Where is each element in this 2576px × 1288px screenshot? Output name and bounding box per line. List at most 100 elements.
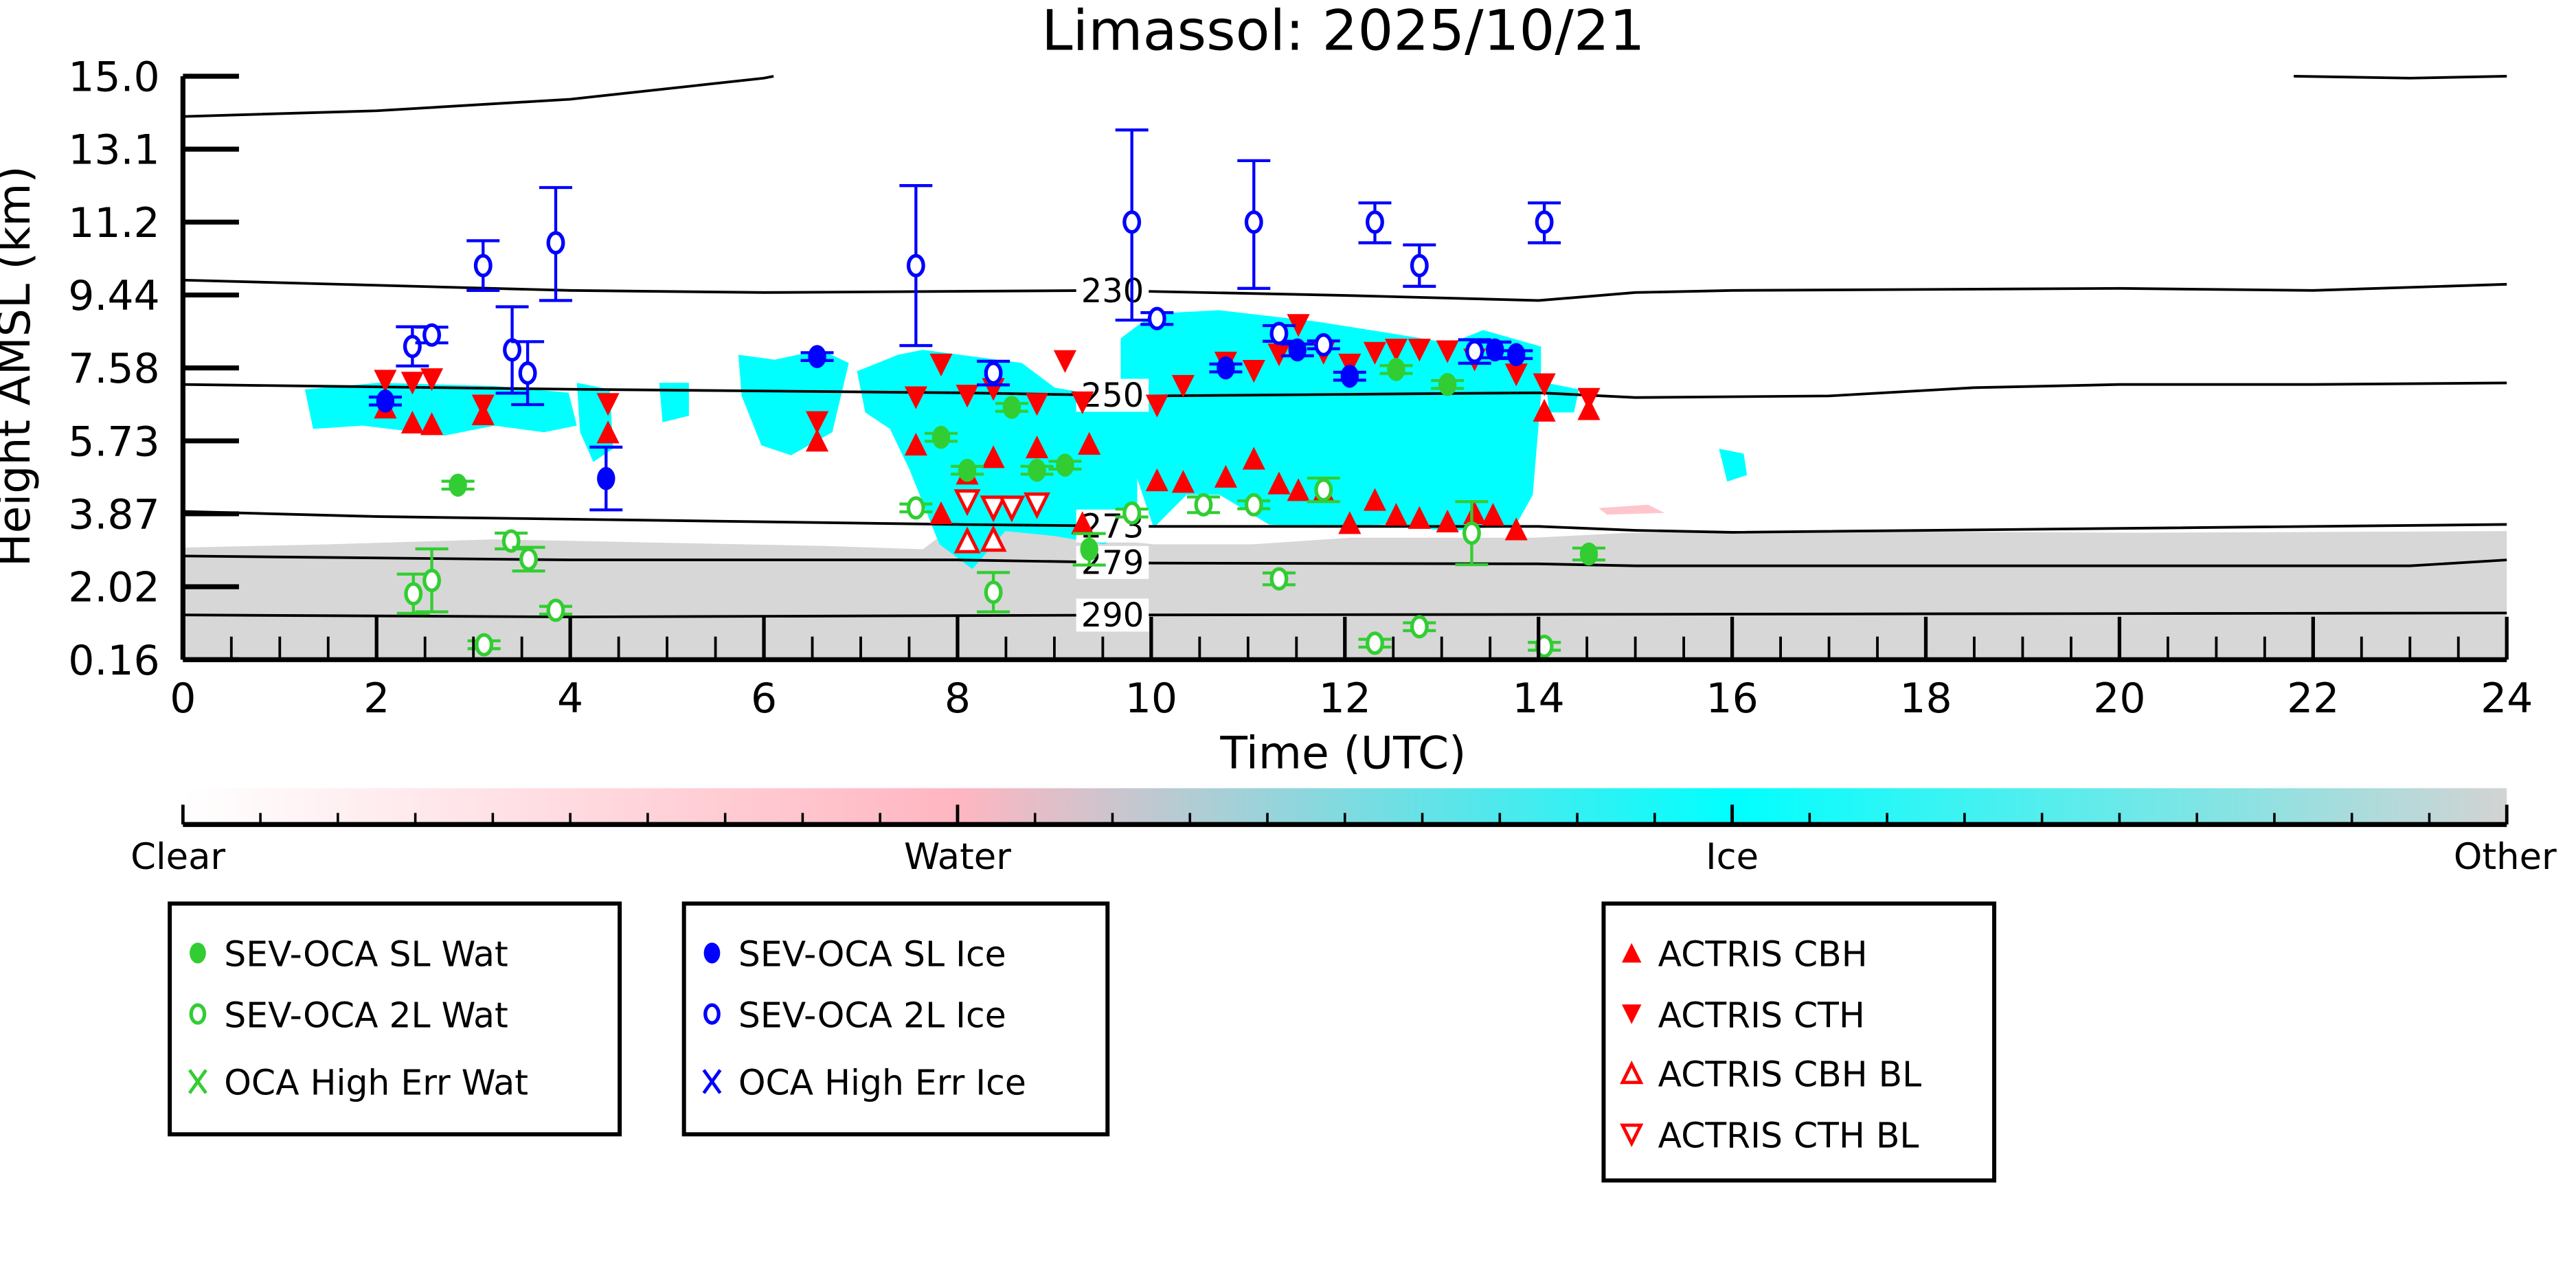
legend-label: SEV-OCA 2L Wat [224,995,508,1035]
legend-marker-x-icon [702,1069,722,1094]
chart-title: Limassol: 2025/10/21 [1041,0,1645,64]
y-tick-label: 0.16 [68,637,160,685]
sev-oca-2l-ice-point [1147,306,1166,330]
sev-oca-sl-wat-point [958,458,977,482]
y-tick-label: 2.02 [68,564,160,612]
actris-cbh-point [400,410,424,434]
actris-cbh-bl-point [980,525,1007,552]
sev-oca-2l-ice-point [422,323,442,347]
x-tick-label: 16 [1706,675,1758,723]
legend-box-3: ACTRIS CBH ACTRIS CTH ACTRIS CBH BL ACTRIS … [1601,901,1997,1183]
actris-cth-point [1577,387,1601,411]
actris-cbh-point [1436,509,1459,533]
actris-cth-point [471,394,495,418]
sev-oca-2l-wat-point [1366,631,1384,655]
y-tick-label: 13.1 [68,126,160,174]
ice-region [1719,449,1748,482]
actris-cbh-point [904,432,927,456]
actris-cbh-point [929,501,953,525]
legend-label: ACTRIS CTH BL [1658,1115,1919,1155]
legend-frame [168,901,622,1137]
sev-oca-sl-ice-point [597,466,615,490]
actris-cth-point [1242,360,1265,383]
actris-cth-point [400,372,424,395]
ice-region [304,383,577,436]
isotherm-line [183,611,2507,618]
sev-oca-sl-wat-point [931,425,951,449]
y-tick-label: 5.73 [68,418,160,466]
sev-oca-sl-wat-point [1387,358,1405,381]
sev-oca-2l-ice-point [906,253,925,278]
sev-oca-2l-wat-point [475,633,494,657]
sev-oca-2l-ice-point [1410,253,1429,278]
water-region [1598,504,1665,515]
sev-oca-2l-ice-point [503,338,521,362]
sev-oca-2l-ice-point [518,361,537,385]
sev-oca-2l-wat-point [1314,478,1333,502]
sev-oca-2l-wat-point [1122,501,1142,525]
isotherm-line [183,381,2507,399]
sev-oca-sl-wat-point [1438,372,1457,396]
actris-cbh-point [1533,398,1556,422]
sev-oca-sl-ice-point [1486,338,1504,362]
actris-cth-bl-point [1024,492,1051,519]
y-tick-label: 7.58 [68,345,160,393]
x-tick-label: 24 [2481,675,2533,723]
y-tick-label: 9.44 [68,272,160,320]
actris-cth-point [904,386,927,409]
actris-cth-point [1363,341,1387,365]
sev-oca-2l-wat-point [519,547,538,571]
sev-oca-2l-ice-point [1122,210,1142,234]
colorbar-label-water: Water [904,836,1011,878]
x-tick-label: 6 [751,675,777,723]
sev-oca-sl-ice-point [1288,338,1307,362]
actris-cbh-point [1408,506,1431,529]
actris-cbh-point [1481,503,1505,526]
actris-cbh-point [1267,471,1291,495]
legend-marker-filled-circle-icon [703,942,721,964]
actris-cth-point [374,370,397,393]
colorbar: Clear Water Ice Other [131,788,2557,878]
sev-oca-sl-wat-point [449,473,467,497]
actris-cth-point [1533,373,1556,396]
sev-oca-2l-ice-point [1314,332,1333,357]
colorbar-label-clear: Clear [131,836,225,878]
y-axis-label: Height AMSL (km) [0,166,41,567]
legend-label: ACTRIS CBH BL [1658,1054,1922,1095]
legend-marker-x-icon [188,1069,207,1094]
legend-label: SEV-OCA SL Ice [738,934,1006,975]
x-tick-label: 12 [1319,675,1371,723]
actris-cth-point [929,353,953,376]
actris-cbh-point [1338,511,1362,534]
x-tick-label: 18 [1899,675,1952,723]
actris-cbh-bl-point [953,526,981,554]
data-marks [368,128,1605,658]
sev-oca-sl-ice-point [808,345,826,368]
actris-cth-point [1145,394,1168,418]
isotherm-label-bg [1076,274,1149,308]
legend-label: SEV-OCA 2L Ice [738,995,1006,1035]
x-tick-label: 10 [1125,675,1177,723]
legend-marker-open-triangle-down-icon [1620,1123,1644,1147]
actris-cth-point [420,368,444,392]
sev-oca-2l-ice-point [1366,210,1384,234]
isotherm-line [183,510,2507,534]
actris-cbh-point [806,429,829,452]
legend-label: OCA High Err Ice [738,1063,1026,1103]
actris-cth-point [1025,393,1049,416]
x-tick-label: 0 [170,675,196,723]
legend-label: SEV-OCA SL Wat [224,934,508,975]
legend-label: ACTRIS CBH [1658,934,1868,975]
x-tick-label: 8 [945,675,971,723]
sev-oca-2l-ice-point [473,253,493,278]
sev-oca-2l-wat-point [1462,521,1481,545]
actris-cth-bl-point [998,495,1026,523]
actris-cth-bl-point [953,489,981,517]
y-tick-label: 15.0 [68,54,160,102]
isotherm-label: 230 [1081,272,1144,310]
actris-cth-point [1384,339,1408,362]
isotherm-line [183,554,2507,567]
sev-oca-2l-wat-point [1244,493,1263,517]
legend-label: ACTRIS CTH [1658,995,1865,1035]
